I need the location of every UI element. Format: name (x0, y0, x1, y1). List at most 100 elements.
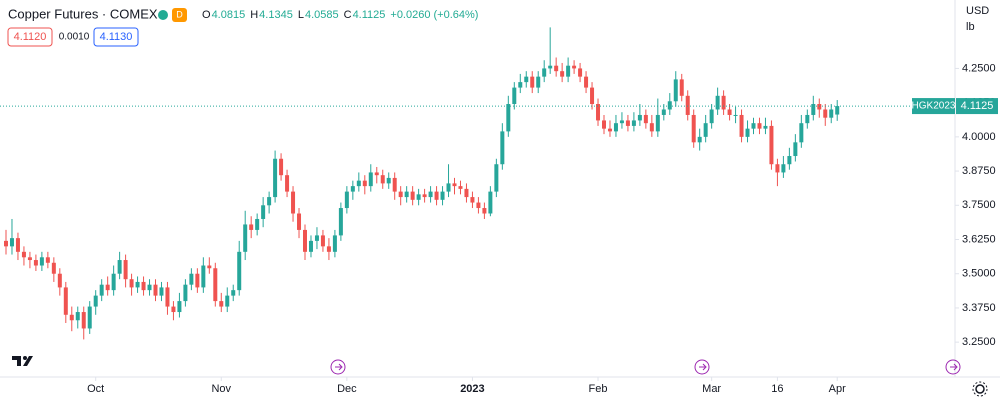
x-tick-label: 2023 (460, 383, 484, 395)
candle-body (105, 284, 110, 291)
y-tick-label: 4.2500 (962, 62, 996, 74)
candle-body (243, 224, 248, 252)
candle-body (697, 136, 702, 143)
candle-body (572, 65, 577, 69)
candle-body (273, 158, 278, 198)
symbol-title: Copper Futures · COMEX (8, 6, 158, 21)
candle-body (4, 240, 8, 247)
candle-body (380, 175, 385, 184)
candle-body (386, 177, 391, 184)
candle-body (799, 123, 804, 143)
candle-body (428, 191, 433, 198)
candle-body (787, 156, 792, 165)
jump-icon[interactable] (945, 359, 961, 375)
settings-icon[interactable] (972, 381, 988, 397)
candle-body (267, 197, 272, 206)
candle-body (470, 197, 475, 203)
candle-body (494, 164, 499, 192)
x-tick-label: Nov (211, 383, 231, 395)
candle-body (607, 128, 612, 132)
candle-body (398, 191, 403, 198)
plot-area (4, 27, 840, 340)
ohlc-value: 4.1345 (259, 9, 293, 21)
candle-body (39, 257, 44, 266)
ohlc-label: L (298, 9, 304, 21)
candle-body (141, 281, 146, 291)
candle-body (69, 314, 74, 321)
candle-body (183, 284, 188, 302)
candle-body (512, 87, 517, 105)
candle-body (99, 284, 104, 296)
candle-body (482, 208, 487, 214)
candle-body (536, 76, 541, 88)
candle-body (416, 194, 421, 200)
x-tick-label: Oct (87, 383, 104, 395)
currency[interactable]: USD (966, 5, 989, 17)
bid-box[interactable] (7, 27, 53, 47)
jump-icon[interactable] (694, 359, 710, 375)
candle-body (195, 273, 200, 288)
candle-body (374, 172, 379, 176)
tv-logo (12, 356, 33, 366)
candle-body (500, 131, 505, 165)
candle-body (93, 295, 98, 307)
candle-body (488, 191, 493, 214)
candle-body (835, 106, 840, 115)
candle-body (332, 235, 337, 252)
candle-body (165, 287, 170, 307)
candle-body (793, 142, 798, 157)
candle-body (631, 120, 636, 126)
candle-body (326, 246, 331, 252)
candle-body (440, 191, 445, 200)
candle-body (637, 114, 642, 121)
candle-body (362, 180, 367, 187)
candle-body (392, 177, 397, 192)
candle-body (303, 229, 307, 252)
candle-body (159, 287, 164, 296)
candle-body (506, 104, 511, 132)
price-tag (956, 98, 998, 115)
candle-body (201, 265, 206, 288)
unit[interactable]: lb (966, 21, 975, 33)
y-tick-label: 3.5000 (962, 268, 996, 280)
candle-body (560, 71, 565, 77)
candle-body (81, 312, 86, 329)
spread: 0.0010 (59, 32, 90, 43)
candle-body (63, 287, 68, 315)
candle-body (769, 125, 774, 165)
candle-body (129, 279, 134, 288)
candle-body (452, 183, 457, 187)
candle-body (231, 290, 236, 296)
candle-body (775, 164, 780, 173)
candle-body (596, 104, 601, 121)
candle-body (33, 260, 38, 266)
ohlc-label: H (250, 9, 258, 21)
candle-body (781, 164, 786, 173)
candle-body (237, 251, 242, 291)
x-tick-label: Dec (337, 383, 357, 395)
candle-body (350, 186, 355, 192)
candle-body (554, 65, 559, 72)
candle-body (805, 114, 810, 124)
candle-body (548, 65, 553, 69)
candle-body (703, 123, 708, 137)
candle-body (135, 281, 140, 288)
candle-body (344, 191, 349, 209)
candle-body (619, 120, 624, 124)
candle-body (673, 79, 678, 102)
candle-body (21, 251, 26, 258)
ohlc-label: C (344, 9, 352, 21)
candle-body (739, 114, 744, 137)
candle-body (691, 114, 696, 143)
candle-body (75, 312, 80, 321)
jump-icon[interactable] (330, 359, 346, 375)
x-tick-label: 16 (771, 383, 783, 395)
x-tick-label: Mar (702, 383, 721, 395)
candle-body (255, 218, 260, 230)
ask-box[interactable] (93, 27, 139, 47)
candle-body (422, 194, 427, 198)
price-tag-text: 4.1125 (961, 100, 994, 112)
candle-body (207, 265, 212, 269)
candle-body (279, 158, 284, 176)
